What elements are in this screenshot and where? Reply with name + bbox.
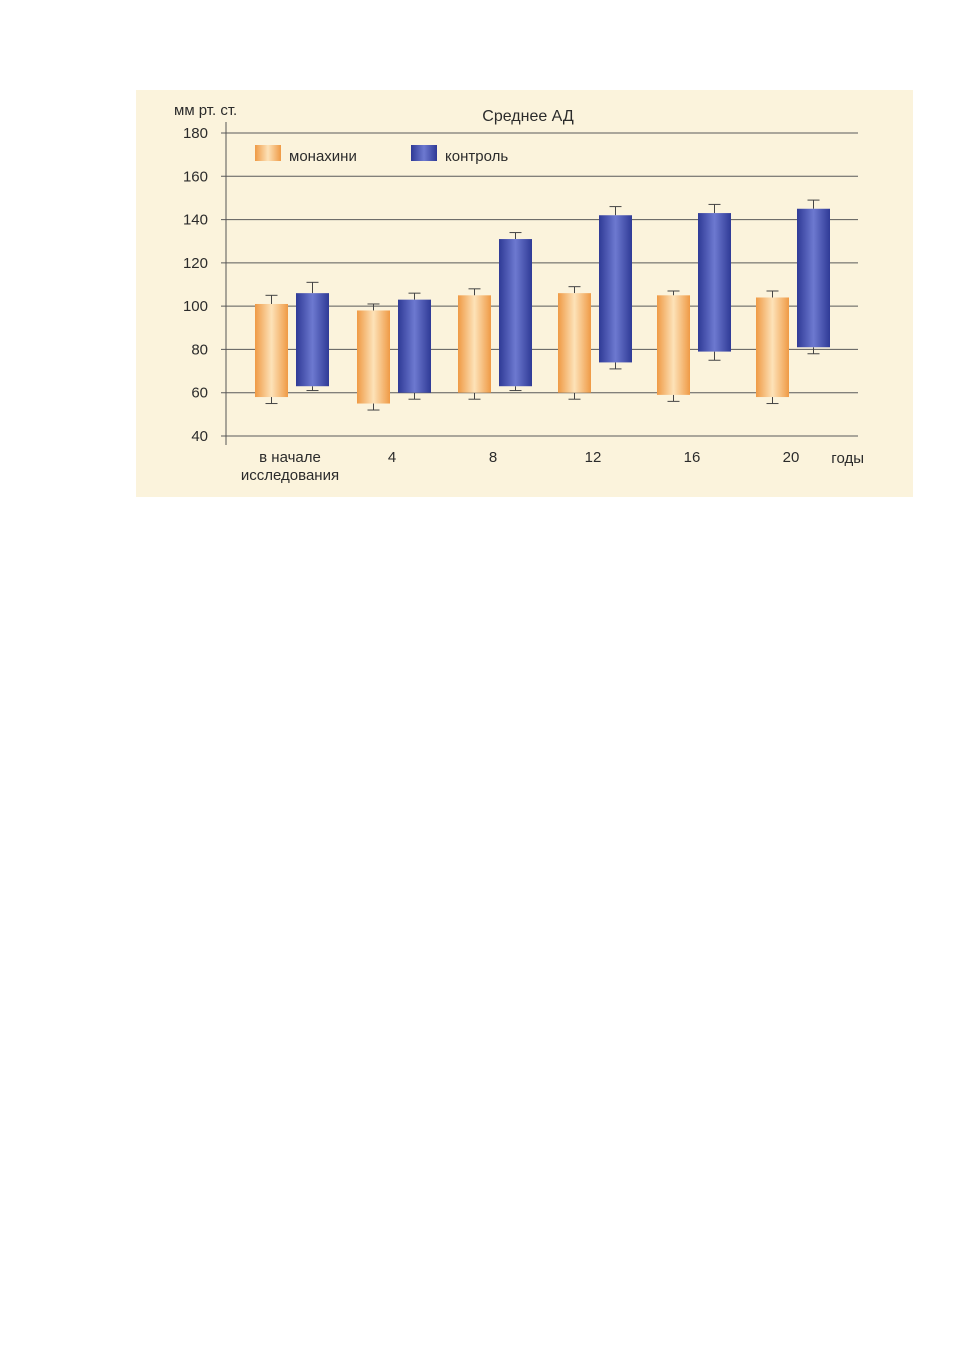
y-tick-label-140: 140 <box>183 212 208 229</box>
x-tick-label-line: 8 <box>489 449 497 466</box>
y-tick-label-40: 40 <box>191 428 208 445</box>
x-tick-label-line: 12 <box>585 449 602 466</box>
bar-series-1-cat-4 <box>657 295 690 395</box>
x-tick-label-line: 4 <box>388 449 396 466</box>
chart-panel: мм рт. ст. Среднее АД годы 40 60 80 100 120 1… <box>136 90 913 497</box>
y-tick-label-120: 120 <box>183 255 208 272</box>
y-tick-label-60: 60 <box>191 385 208 402</box>
legend-label-series-1: монахини <box>289 148 357 165</box>
bar-series-2-cat-3 <box>599 215 632 363</box>
x-tick-label-1: 4 <box>388 449 396 466</box>
x-tick-label-line: в начале <box>259 449 321 466</box>
bar-series-2-cat-2 <box>499 239 532 387</box>
bar-series-2-cat-1 <box>398 299 431 393</box>
x-tick-label-line: 16 <box>684 449 701 466</box>
x-tick-label-0: в начале исследования <box>241 449 339 484</box>
legend-swatch-series-1 <box>255 145 281 161</box>
y-axis-label: мм рт. ст. <box>174 102 237 119</box>
x-tick-label-2: 8 <box>489 449 497 466</box>
bar-series-1-cat-2 <box>458 295 491 393</box>
x-tick-label-4: 16 <box>684 449 701 466</box>
bar-series-1-cat-0 <box>255 303 288 398</box>
bar-series-1-cat-1 <box>357 310 390 404</box>
chart-title: Среднее АД <box>482 108 574 125</box>
x-tick-label-5: 20 <box>783 449 800 466</box>
bar-series-2-cat-0 <box>296 293 329 387</box>
x-tick-label-line: исследования <box>241 467 339 484</box>
bar-series-1-cat-3 <box>558 293 591 393</box>
bar-series-2-cat-4 <box>698 213 731 352</box>
bar-series-1-cat-5 <box>756 297 789 398</box>
y-tick-label-80: 80 <box>191 341 208 358</box>
legend-label-series-2: контроль <box>445 148 508 165</box>
y-tick-label-180: 180 <box>183 125 208 142</box>
y-tick-label-100: 100 <box>183 298 208 315</box>
x-axis-label: годы <box>831 450 864 467</box>
x-tick-label-line: 20 <box>783 449 800 466</box>
x-tick-label-3: 12 <box>585 449 602 466</box>
legend: монахини контроль <box>255 145 508 165</box>
legend-swatch-series-2 <box>411 145 437 161</box>
y-tick-label-160: 160 <box>183 168 208 185</box>
bar-series-2-cat-5 <box>797 208 830 348</box>
blood-pressure-chart: мм рт. ст. Среднее АД годы 40 60 80 100 120 1… <box>174 102 864 484</box>
